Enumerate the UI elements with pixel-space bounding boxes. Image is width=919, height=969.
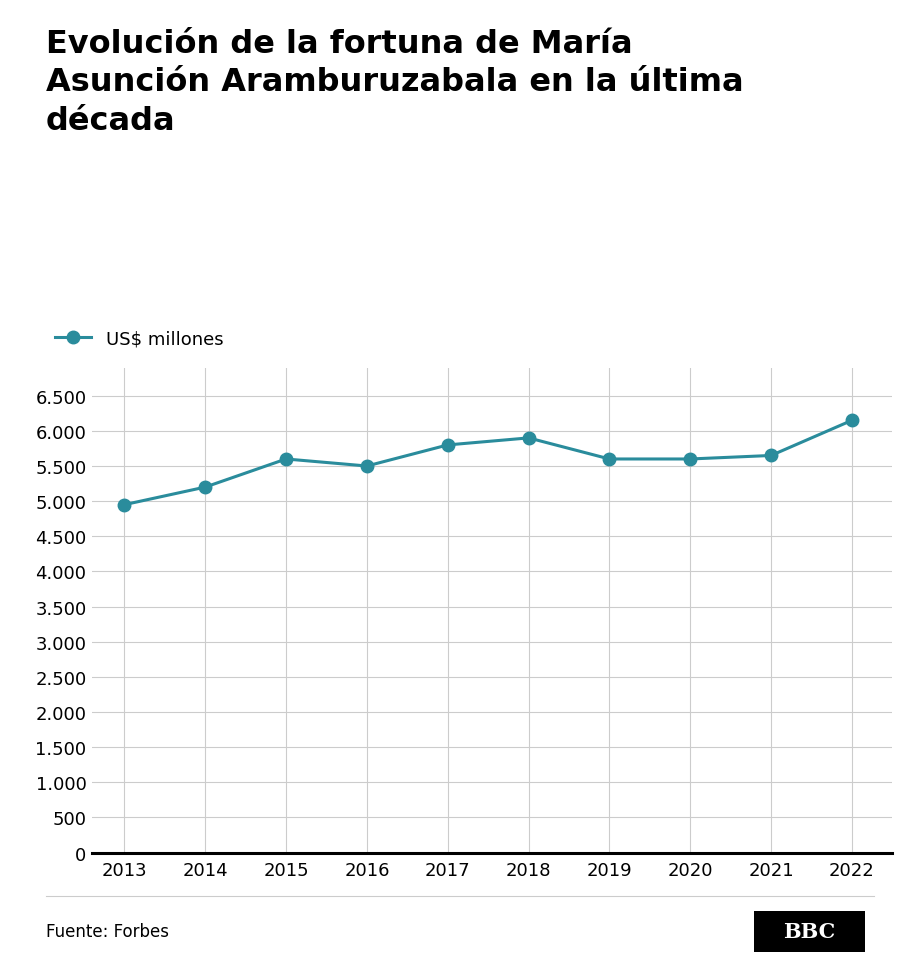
- Text: Evolución de la fortuna de María
Asunción Aramburuzabala en la última
década: Evolución de la fortuna de María Asunció…: [46, 29, 743, 137]
- Text: BBC: BBC: [783, 922, 834, 941]
- Text: Fuente: Forbes: Fuente: Forbes: [46, 922, 169, 940]
- Legend: US$ millones: US$ millones: [55, 330, 223, 348]
